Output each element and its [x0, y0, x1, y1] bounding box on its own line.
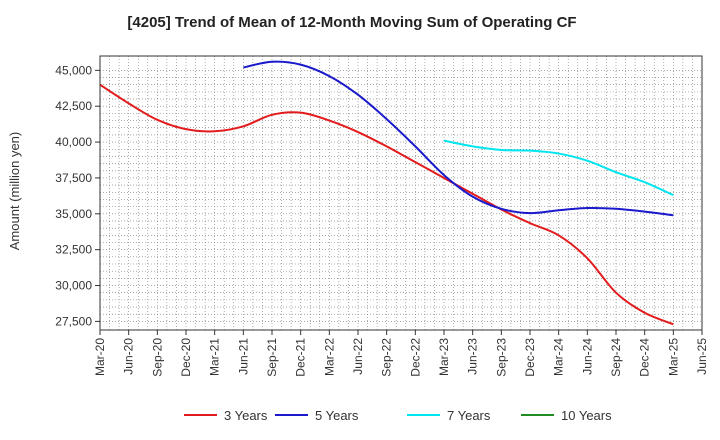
y-tick-label: 35,000	[55, 207, 92, 221]
x-tick-label: Sep-22	[380, 338, 394, 377]
series-line-3-years	[99, 83, 674, 326]
y-tick-label: 45,000	[55, 63, 92, 77]
x-tick-label: Dec-24	[638, 338, 652, 377]
x-tick-label: Sep-21	[265, 338, 279, 377]
y-tick-label: 42,500	[55, 99, 92, 113]
x-tick-label: Sep-23	[494, 338, 508, 377]
series-layer	[99, 60, 674, 326]
plot-frame	[99, 55, 703, 331]
x-tick-label: Jun-21	[236, 338, 250, 375]
legend-label-7-years: 7 Years	[447, 408, 491, 423]
x-tick-label: Jun-24	[580, 338, 594, 375]
x-tick-label: Dec-22	[408, 338, 422, 377]
series-line-5-years	[243, 60, 674, 217]
chart-title: [4205] Trend of Mean of 12-Month Moving …	[127, 14, 576, 31]
grid	[99, 56, 703, 330]
x-tick-label: Mar-21	[208, 338, 222, 376]
y-tick-label: 37,500	[55, 171, 92, 185]
x-tick-label: Dec-23	[523, 338, 537, 377]
x-tick-label: Sep-24	[609, 338, 623, 377]
y-tick-label: 27,500	[55, 314, 92, 328]
legend: 3 Years 5 Years 7 Years 10 Years	[184, 408, 612, 423]
x-tick-label: Dec-21	[294, 338, 308, 377]
legend-label-3-years: 3 Years	[224, 408, 268, 423]
y-axis: 27,500 30,000 32,500 35,000 37,500 40,000 42,5…	[55, 63, 100, 328]
x-tick-label: Jun-25	[695, 338, 709, 375]
plot-area	[100, 56, 702, 330]
y-tick-label: 30,000	[55, 279, 92, 293]
x-tick-label: Jun-20	[122, 338, 136, 375]
y-tick-label: 32,500	[55, 243, 92, 257]
x-tick-label: Sep-20	[150, 338, 164, 377]
x-axis: Mar-20 Jun-20 Sep-20 Dec-20 Mar-21 Jun-21 Sep-…	[93, 330, 709, 377]
x-tick-label: Mar-22	[322, 338, 336, 376]
x-tick-label: Mar-20	[93, 338, 107, 376]
legend-label-5-years: 5 Years	[315, 408, 359, 423]
x-tick-label: Jun-22	[351, 338, 365, 375]
y-axis-label: Amount (million yen)	[7, 132, 22, 251]
x-tick-label: Mar-23	[437, 338, 451, 376]
legend-label-10-years: 10 Years	[561, 408, 612, 423]
x-tick-label: Mar-24	[552, 338, 566, 376]
series-line-7-years	[443, 139, 674, 197]
x-tick-label: Jun-23	[466, 338, 480, 375]
x-tick-label: Dec-20	[179, 338, 193, 377]
y-tick-label: 40,000	[55, 135, 92, 149]
x-tick-label: Mar-25	[666, 338, 680, 376]
